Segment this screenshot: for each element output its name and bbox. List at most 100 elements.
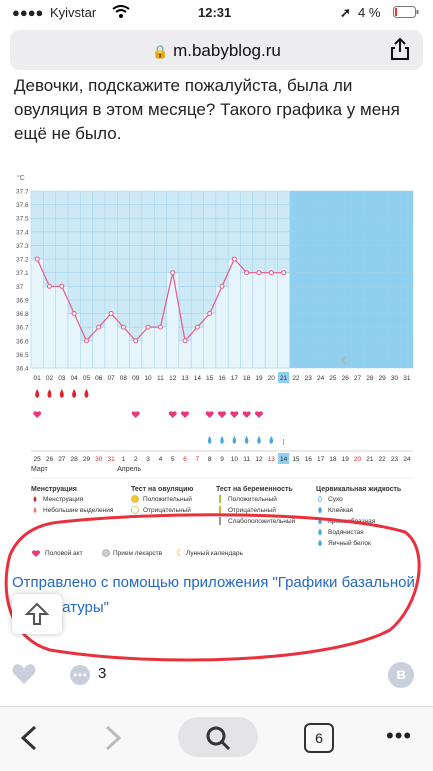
calendar-date-label: 2 — [134, 456, 138, 463]
legend-title: Тест на овуляцию — [131, 486, 193, 493]
y-tick-label: 37.1 — [16, 270, 29, 277]
temperature-bar — [215, 286, 229, 369]
post-text: Девочки, подскажите пожалуйста, была ли … — [14, 76, 400, 143]
comments-icon[interactable] — [68, 664, 92, 691]
y-tick-label: 36.7 — [16, 325, 29, 332]
url-display: 🔒 m.babyblog.ru — [10, 41, 423, 61]
calendar-date-label: 13 — [268, 456, 276, 463]
calendar-date-label: 4 — [159, 456, 163, 463]
y-tick-label: 36.9 — [16, 297, 29, 304]
battery-icon — [393, 6, 419, 21]
cycle-day-label: 19 — [255, 375, 263, 382]
temperature-point — [34, 256, 40, 262]
temperature-point — [71, 311, 77, 317]
babyblog-logo-icon[interactable]: в — [388, 662, 414, 688]
cycle-day-label: 09 — [132, 375, 140, 382]
temperature-point — [59, 283, 65, 289]
temperature-bar — [178, 340, 192, 369]
month-label-march: Март — [31, 466, 49, 473]
legend-preg-test-icon — [219, 506, 221, 514]
browser-toolbar: 6 ••• — [0, 706, 433, 771]
legend-title: Цервикальная жидкость — [316, 486, 402, 493]
legend-item-label: Прием лекарств — [113, 550, 163, 557]
bbt-chart-svg: °C37.737.637.537.437.337.237.13736.936.8… — [16, 174, 414, 558]
clock: 12:31 — [198, 5, 232, 20]
calendar-date-label: 25 — [34, 456, 42, 463]
legend-moon-icon: ☾ — [176, 548, 184, 558]
bbt-chart: °C 37.7 37.6 37.5 37.4 37.3 37.2 37.1 37 36.9 36.8… — [14, 166, 419, 568]
temperature-point — [157, 324, 163, 330]
cervical-fluid-icon — [269, 436, 274, 444]
calendar-date-label: 11 — [243, 456, 250, 463]
floating-share-button[interactable] — [12, 594, 62, 634]
temperature-bar — [55, 286, 69, 369]
temperature-bar — [252, 272, 266, 369]
search-button[interactable] — [178, 717, 258, 757]
temperature-point — [83, 338, 89, 344]
back-icon[interactable] — [20, 725, 38, 756]
temperature-point — [108, 311, 114, 317]
intercourse-heart-icon — [168, 411, 177, 418]
cervical-fluid-icon — [220, 436, 224, 444]
cycle-day-label: 17 — [231, 375, 239, 382]
address-bar[interactable]: 🔒 m.babyblog.ru — [10, 30, 423, 70]
calendar-date-label: 27 — [58, 456, 66, 463]
temperature-point — [194, 324, 200, 330]
temperature-point — [170, 270, 176, 276]
temperature-point — [207, 311, 213, 317]
cycle-day-label: 01 — [34, 375, 42, 382]
menstruation-drop-icon — [59, 389, 64, 398]
legend-item-label: Небольшие выделения — [43, 506, 114, 514]
temperature-bar — [153, 326, 167, 369]
like-heart-icon[interactable] — [12, 663, 36, 690]
cycle-day-label: 12 — [169, 375, 177, 382]
calendar-date-label: 16 — [305, 456, 313, 463]
menstruation-drop-icon — [72, 389, 77, 398]
sent-with-app-link[interactable]: Отправлено с помощью приложения "Графики… — [12, 574, 415, 616]
legend-heart-icon — [32, 550, 40, 557]
more-menu-icon[interactable]: ••• — [386, 723, 413, 748]
forward-icon[interactable] — [104, 725, 122, 756]
url-text: m.babyblog.ru — [173, 41, 281, 60]
tabs-button[interactable]: 6 — [304, 723, 334, 753]
y-tick-label: 37 — [16, 284, 24, 291]
temperature-bar — [277, 272, 291, 369]
share-icon[interactable] — [391, 37, 409, 65]
y-unit-label: °C — [17, 174, 25, 182]
cycle-day-label: 10 — [144, 375, 152, 382]
calendar-date-label: 9 — [220, 456, 224, 463]
cycle-day-label: 22 — [292, 375, 300, 382]
temperature-bar — [30, 258, 44, 369]
location-icon: ➚ — [340, 5, 351, 20]
cycle-day-label: 23 — [305, 375, 313, 382]
cervical-fluid-icon — [257, 436, 261, 444]
temperature-point — [120, 324, 126, 330]
cycle-day-label: 27 — [354, 375, 362, 382]
legend-item-label: Положительный — [143, 495, 192, 503]
temperature-point — [231, 256, 237, 262]
cycle-day-label: 29 — [379, 375, 387, 382]
calendar-highlight-box — [277, 453, 290, 464]
calendar-date-label: 1 — [122, 456, 126, 463]
menstruation-drop-icon — [35, 389, 40, 398]
search-icon — [206, 726, 231, 751]
temperature-point — [256, 270, 262, 276]
intercourse-heart-icon — [205, 411, 214, 418]
cycle-day-label: 11 — [157, 375, 164, 382]
temperature-point — [46, 283, 52, 289]
temperature-point — [244, 270, 250, 276]
calendar-date-label: 8 — [208, 456, 212, 463]
y-tick-label: 37.5 — [16, 216, 29, 223]
legend-title: Менструация — [31, 486, 77, 493]
cervical-fluid-icon — [207, 436, 212, 444]
temperature-bar — [227, 258, 241, 369]
wifi-icon — [112, 5, 130, 21]
cervical-fluid-icon — [244, 436, 249, 444]
legend-item-label: Сухо — [328, 496, 343, 503]
cycle-day-label: 20 — [268, 375, 276, 382]
temperature-bar — [240, 272, 254, 369]
legend-item-label: Отрицательный — [228, 506, 276, 514]
signal-icon: ●●●● — [12, 5, 44, 20]
cycle-day-label: 05 — [83, 375, 91, 382]
legend-drop-icon — [33, 496, 37, 502]
